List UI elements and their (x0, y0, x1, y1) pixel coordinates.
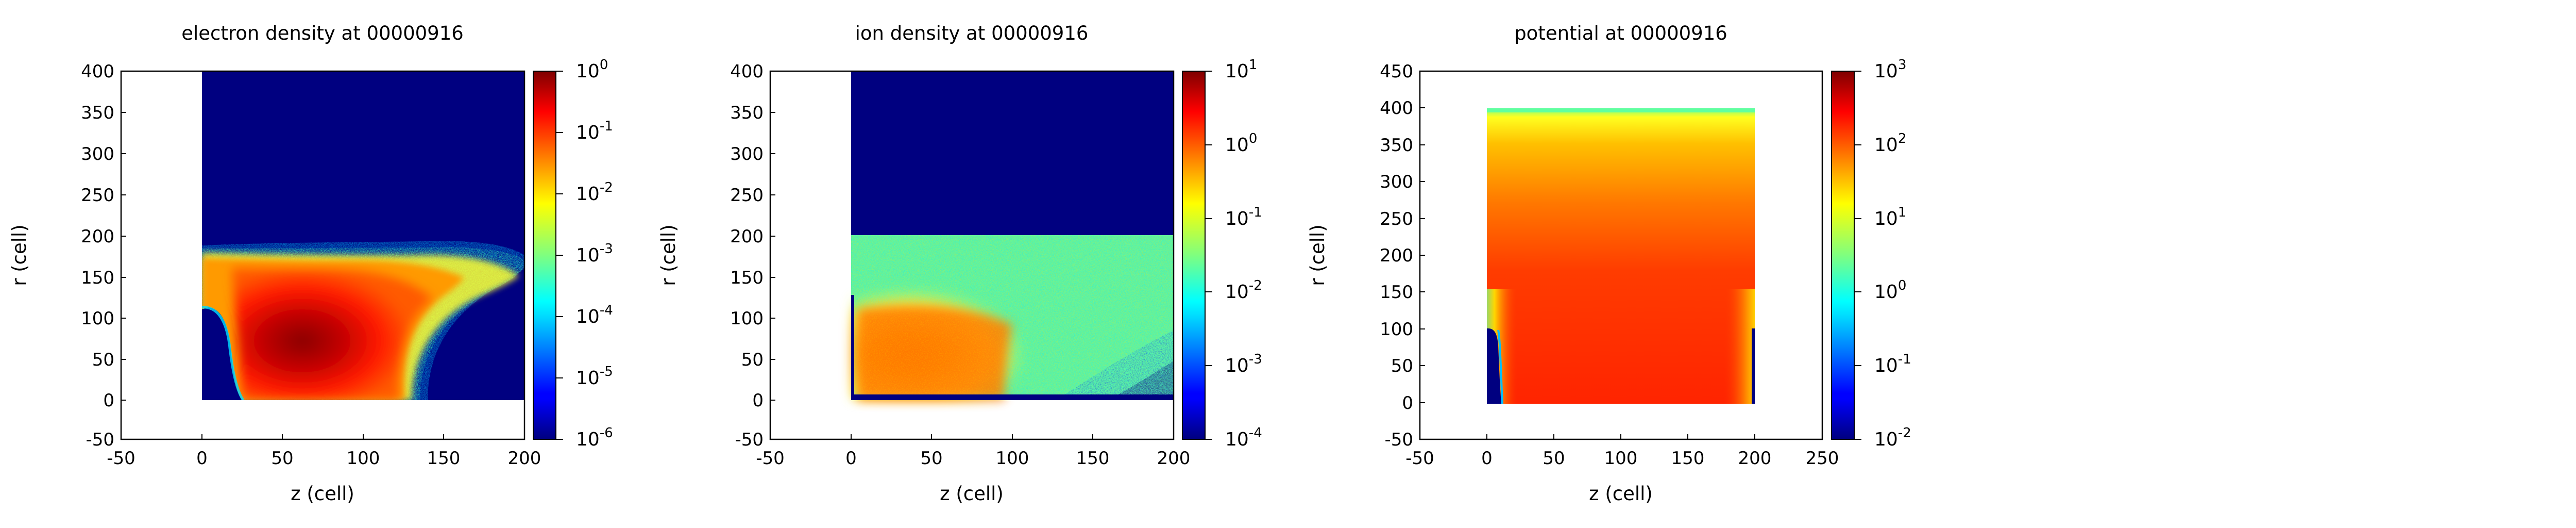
x-tick-label: 50 (1543, 448, 1565, 469)
panel-ion-density: ion density at 00000916 -50 0 (657, 22, 1262, 505)
x-axis-label: z (cell) (940, 483, 1004, 505)
y-tick-label: 50 (741, 350, 764, 370)
y-tick-label: 50 (92, 350, 114, 370)
heatmap-potential (1487, 108, 1755, 404)
panel-potential: potential at 00000916 -50 0 50 100 150 (1307, 22, 1911, 505)
colorbar-tick-label: 101 (1225, 57, 1257, 82)
colorbar: 103 102 101 100 10-1 10-2 (1831, 57, 1911, 450)
colorbar-tick-label: 10-2 (1874, 425, 1911, 450)
x-tick-label: 200 (508, 448, 541, 469)
y-tick-label: 100 (1380, 319, 1413, 340)
y-tick-label: 300 (730, 144, 764, 164)
chart-title: potential at 00000916 (1514, 22, 1727, 44)
colorbar-tick-label: 102 (1874, 131, 1906, 156)
x-tick-label: -50 (756, 448, 785, 469)
x-tick-label: 50 (920, 448, 942, 469)
colorbar-tick-label: 10-5 (576, 364, 613, 389)
chart-title: electron density at 00000916 (181, 22, 464, 44)
x-tick-label: 100 (347, 448, 380, 469)
x-tick-label: 200 (1738, 448, 1772, 469)
y-tick-label: 350 (730, 103, 764, 123)
colorbar-tick-label: 100 (1225, 131, 1257, 156)
x-tick-label: 150 (427, 448, 461, 469)
y-tick-label: -50 (735, 430, 764, 450)
x-axis: -50 0 50 100 150 200 z (cell) (107, 434, 541, 505)
colorbar-tick-label: 10-1 (1225, 205, 1262, 229)
colorbar-tick-label: 10-4 (576, 303, 613, 327)
y-tick-label: 400 (81, 61, 114, 82)
colorbar-tick-label: 10-3 (576, 241, 613, 266)
y-tick-label: -50 (86, 430, 114, 450)
x-tick-label: 250 (1806, 448, 1839, 469)
x-tick-label: -50 (1405, 448, 1434, 469)
x-tick-label: 150 (1076, 448, 1110, 469)
chart-title: ion density at 00000916 (855, 22, 1089, 44)
heatmap-electron-density (202, 71, 524, 400)
colorbar-tick-label: 100 (1874, 278, 1906, 303)
x-tick-label: -50 (107, 448, 135, 469)
panel-electron-density: electron density at 00000916 -50 0 50 (8, 22, 613, 505)
y-tick-label: 350 (1380, 135, 1413, 156)
y-tick-label: 300 (81, 144, 114, 164)
y-tick-label: 100 (81, 308, 114, 329)
x-tick-label: 150 (1671, 448, 1705, 469)
y-tick-label: 250 (1380, 209, 1413, 229)
colorbar: 101 100 10-1 10-2 10-3 10-4 (1182, 57, 1262, 450)
x-tick-label: 100 (996, 448, 1029, 469)
colorbar-tick-label: 103 (1874, 57, 1906, 82)
y-tick-label: 200 (81, 226, 114, 247)
y-axis: -50 0 50 100 150 200 250 300 350 400 r (… (8, 61, 126, 450)
y-tick-label: 150 (730, 268, 764, 288)
x-axis-label: z (cell) (291, 483, 354, 505)
y-tick-label: 400 (730, 61, 764, 82)
colorbar-tick-label: 10-4 (1225, 425, 1262, 450)
x-tick-label: 50 (271, 448, 293, 469)
y-tick-label: 300 (1380, 172, 1413, 192)
y-axis: -50 0 50 100 150 200 250 300 350 400 r (… (657, 61, 775, 450)
y-tick-label: 0 (103, 390, 114, 411)
plot-frame (120, 70, 526, 440)
y-tick-label: 100 (730, 308, 764, 329)
colorbar: 100 10-1 10-2 10-3 10-4 10-5 10-6 (533, 57, 613, 450)
colorbar-tick-label: 10-1 (1874, 352, 1911, 376)
y-tick-label: 250 (81, 185, 114, 206)
y-tick-label: 200 (730, 226, 764, 247)
y-tick-label: -50 (1384, 430, 1413, 450)
y-tick-label: 150 (81, 268, 114, 288)
y-axis-label: r (cell) (1307, 224, 1329, 286)
heatmap-ion-density (851, 71, 1174, 400)
x-tick-label: 200 (1157, 448, 1191, 469)
colorbar-tick-label: 10-1 (576, 119, 613, 143)
y-tick-label: 50 (1391, 356, 1413, 376)
y-axis-label: r (cell) (8, 224, 30, 286)
x-tick-label: 0 (1481, 448, 1493, 469)
x-axis: -50 0 50 100 150 200 250 z (cell) (1405, 434, 1839, 505)
x-tick-label: 0 (845, 448, 857, 469)
colorbar-tick-label: 10-6 (576, 425, 613, 450)
x-tick-label: 100 (1604, 448, 1638, 469)
y-tick-label: 450 (1380, 61, 1413, 82)
colorbar-tick-label: 10-3 (1225, 352, 1262, 376)
colorbar-tick-label: 10-2 (576, 180, 613, 205)
x-tick-label: 0 (196, 448, 208, 469)
colorbar-tick-label: 101 (1874, 205, 1906, 229)
x-axis: -50 0 50 100 150 200 z (cell) (756, 434, 1190, 505)
y-tick-label: 350 (81, 103, 114, 123)
colorbar-tick-label: 10-2 (1225, 278, 1262, 303)
colorbar-tick-label: 100 (576, 57, 608, 82)
y-tick-label: 0 (752, 390, 764, 411)
y-axis: -50 0 50 100 150 200 250 300 350 400 450… (1307, 61, 1425, 450)
y-tick-label: 0 (1402, 393, 1413, 414)
y-tick-label: 250 (730, 185, 764, 206)
y-tick-label: 150 (1380, 282, 1413, 303)
plot-frame (769, 70, 1175, 440)
y-tick-label: 200 (1380, 245, 1413, 266)
y-tick-label: 400 (1380, 98, 1413, 119)
x-axis-label: z (cell) (1589, 483, 1653, 505)
y-axis-label: r (cell) (657, 224, 680, 286)
